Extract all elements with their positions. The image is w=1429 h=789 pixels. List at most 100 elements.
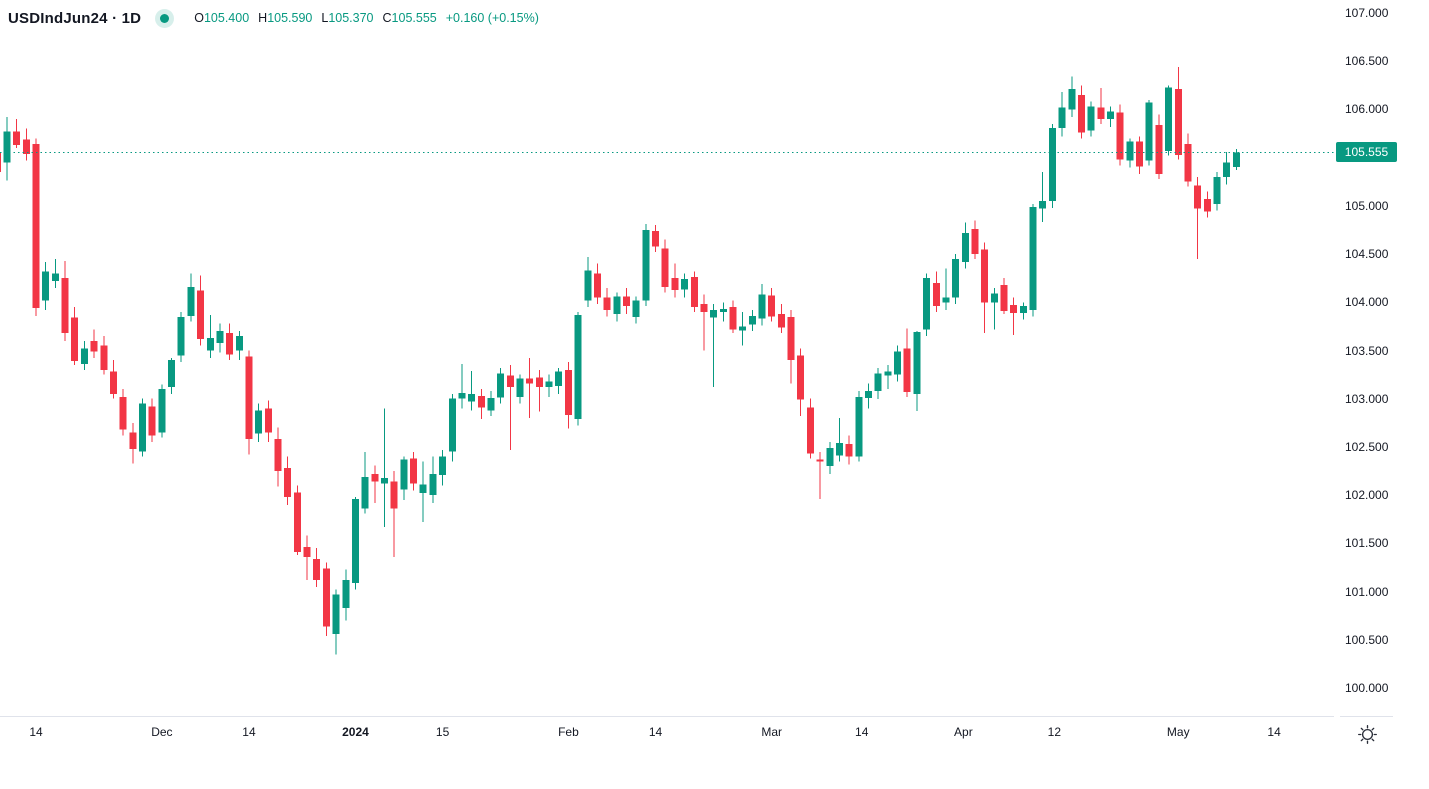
candle-body-down [226, 333, 234, 355]
candle-body-down [661, 248, 669, 287]
candle-wick [54, 258, 56, 288]
open-label: O [194, 11, 204, 25]
price-axis-tick: 102.500 [1345, 439, 1389, 454]
candle-body-up [361, 476, 369, 509]
axis-settings-button[interactable] [1352, 721, 1382, 747]
candle-body-down [61, 278, 69, 334]
candle-body-up [990, 293, 998, 303]
candle-body-down [1136, 141, 1143, 167]
ohlc-close: C 105.555 [383, 11, 437, 25]
candle-wick [819, 451, 821, 500]
candle-wick [1013, 297, 1015, 336]
candle-body-up [400, 459, 408, 490]
candle-body-down [816, 459, 824, 462]
candle-wick [529, 358, 531, 418]
candle-body-down [390, 481, 398, 509]
time-axis-tick: 14 [648, 725, 663, 739]
candlestick-chart[interactable] [0, 0, 1337, 716]
ohlc-readout: O 105.400 H 105.590 L 105.370 C 105.555 +0.1… [194, 11, 539, 25]
time-axis-tick: 15 [435, 725, 450, 739]
candle-wick [839, 418, 840, 462]
candle-body-up [448, 398, 456, 452]
candle-body-up [894, 351, 901, 375]
candle-body-down [845, 444, 853, 457]
price-axis-tick: 103.000 [1345, 391, 1389, 406]
candle-body-down [981, 249, 989, 303]
time-axis-tick: Mar [761, 725, 783, 739]
time-axis-border [0, 716, 1334, 717]
candle-body-up [458, 392, 466, 399]
candle-body-up [1029, 206, 1037, 310]
change-value: +0.160 (+0.15%) [445, 11, 539, 25]
candle-body-up [961, 232, 969, 262]
candle-wick [993, 287, 995, 330]
candle-body-down [274, 439, 282, 471]
time-axis-tick: 14 [1267, 725, 1281, 739]
price-axis-tick: 100.500 [1345, 632, 1389, 647]
candle-body-up [884, 371, 892, 376]
candle-body-up [342, 580, 350, 608]
candle-wick [722, 302, 724, 322]
candle-body-down [313, 558, 321, 580]
candle-body-up [235, 336, 243, 351]
candle-body-down [410, 458, 417, 484]
price-axis[interactable]: 107.000106.500106.000105.500105.000104.5… [1337, 0, 1429, 716]
candle-body-down [535, 377, 543, 388]
high-label: H [258, 11, 268, 25]
candle-body-down [1203, 199, 1211, 212]
candle-wick [1100, 88, 1102, 124]
candle-body-up [381, 477, 388, 484]
candle-body-up [719, 309, 727, 312]
candle-body-up [758, 294, 766, 319]
high-value: 105.590 [267, 11, 313, 25]
open-value: 105.400 [203, 11, 250, 25]
candle-body-up [1213, 176, 1221, 204]
price-axis-tick: 101.000 [1345, 584, 1389, 599]
candle-body-down [506, 375, 514, 388]
price-axis-tick: 100.000 [1345, 681, 1389, 695]
candle-body-up [439, 456, 447, 475]
market-status-dot-icon[interactable] [160, 13, 170, 23]
price-axis-tick: 105.000 [1345, 198, 1389, 213]
candle-wick [374, 465, 376, 503]
candle-body-down [1097, 107, 1105, 120]
candle-wick [471, 370, 473, 411]
candle-body-up [584, 270, 592, 301]
candle-wick [887, 365, 889, 390]
last-price-text: 105.555 [1344, 145, 1389, 159]
candle-body-up [681, 279, 689, 290]
time-axis-tick: Dec [151, 725, 173, 739]
candle-body-up [168, 360, 175, 388]
candle-body-up [642, 230, 650, 301]
candle-wick [461, 364, 463, 409]
time-axis-tick: 14 [29, 725, 43, 739]
candle-body-down [690, 277, 698, 308]
symbol-title[interactable]: USDIndJun24 · 1D [8, 9, 142, 27]
candle-body-down [303, 547, 311, 557]
ohlc-low: L 105.370 [321, 11, 373, 25]
candle-body-down [148, 406, 156, 436]
candle-body-down [671, 278, 679, 290]
candle-body-down [477, 395, 485, 408]
candle-body-up [1126, 141, 1134, 161]
candle-body-down [932, 283, 940, 307]
candle-body-up [913, 332, 921, 394]
candle-wick [306, 535, 308, 581]
time-axis[interactable]: 14 Dec 14 2024 15 Feb 14 Mar 14 Apr 12 May 14 [0, 716, 1429, 789]
candle-body-down [729, 307, 737, 330]
candle-body-down [652, 230, 659, 247]
candle-body-up [177, 316, 185, 356]
candle-wick [393, 471, 395, 557]
candle-body-up [216, 331, 224, 343]
candle-body-down [22, 139, 30, 154]
candle-body-up [826, 447, 834, 467]
candle-body-down [768, 295, 776, 317]
price-axis-tick: 106.000 [1345, 102, 1389, 117]
candle-body-down [526, 378, 534, 384]
candle-body-up [574, 314, 582, 419]
candle-body-up [139, 403, 146, 452]
candle-body-down [32, 144, 40, 308]
candle-body-down [903, 348, 911, 392]
time-axis-border-corner [1340, 716, 1393, 717]
candle-body-up [545, 381, 553, 388]
